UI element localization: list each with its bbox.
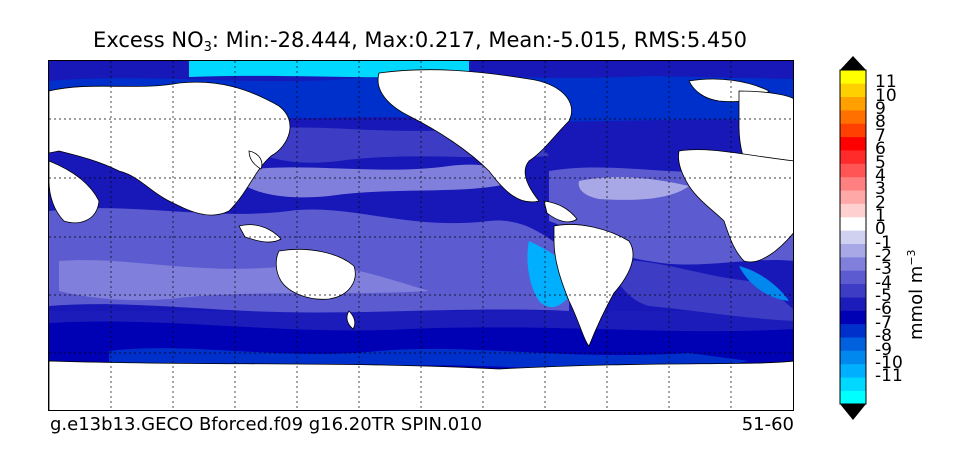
colorbar-tick-label: 9: [875, 99, 886, 120]
colorbar-frame: [839, 69, 867, 405]
colorbar-segment: [840, 83, 866, 98]
colorbar-tick-label: 0: [875, 219, 886, 240]
land-japan: [248, 150, 263, 170]
colorbar-segment: [840, 176, 866, 191]
land-north-america: [377, 69, 572, 203]
colorbar-segment: [840, 297, 866, 311]
colorbar-segment: [840, 123, 866, 138]
colorbar-tick-label: -6: [875, 299, 892, 320]
map-svg: [49, 61, 793, 410]
unit-exponent: −3: [905, 249, 918, 266]
colorbar-tick-label: 8: [875, 112, 886, 133]
plot-title: Excess NO3: Min:-28.444, Max:0.217, Mean…: [20, 28, 820, 55]
land-south-america: [553, 224, 634, 347]
colorbar-tick-label: 4: [875, 165, 886, 186]
colorbar-segment: [840, 230, 866, 244]
colorbar-tick-label: -5: [875, 286, 892, 307]
land-new-zealand: [346, 310, 356, 330]
land-indonesia: [238, 224, 282, 243]
north-atlantic-light: [578, 177, 689, 200]
colorbar-segment: [840, 363, 866, 378]
land-antarctica: [49, 360, 793, 410]
land-central-america: [543, 200, 578, 223]
colorbar-over-arrow: [840, 56, 866, 70]
colorbar-tick-label: -9: [875, 339, 892, 360]
colorbar-tick-label: -1: [875, 232, 892, 253]
colorbar-tick-label: -4: [875, 272, 892, 293]
colorbar-tick-label: 5: [875, 152, 886, 173]
colorbar-tick-label: -11: [875, 366, 903, 387]
period-label: 51-60: [741, 414, 794, 435]
land-australia: [275, 248, 356, 300]
colorbar-tick-label: 3: [875, 179, 886, 200]
colorbar-segment: [840, 323, 866, 338]
colorbar-tick-label: 10: [875, 85, 897, 106]
colorbar-tick-label: 7: [875, 125, 886, 146]
colorbar-segment: [840, 390, 866, 405]
colorbar-segment: [840, 190, 866, 204]
world-map: [48, 60, 794, 411]
colorbar-under-arrow: [840, 404, 866, 420]
colorbar-tick-label: 2: [875, 192, 886, 213]
title-subscript: 3: [203, 40, 212, 55]
colorbar-segment: [840, 310, 866, 325]
colorbar-segment: [840, 96, 866, 111]
colorbar-tick-label: -3: [875, 259, 892, 280]
colorbar-segment: [840, 283, 866, 298]
south-atlantic-band: [609, 260, 793, 321]
colorbar-segment: [840, 70, 866, 84]
colorbar-tick-label: -7: [875, 312, 892, 333]
colorbar-segment: [840, 150, 866, 164]
colorbar-segment: [840, 257, 866, 271]
colorbar-segment: [840, 216, 866, 231]
graticule: [49, 61, 793, 410]
title-stats: : Min:-28.444, Max:0.217, Mean:-5.015, R…: [211, 28, 747, 52]
colorbar-tick-label: 1: [875, 205, 886, 226]
colorbar-tick-label: -2: [875, 246, 892, 267]
colorbar: [839, 56, 867, 420]
colorbar-unit: mmol m−3: [905, 249, 927, 340]
colorbar-segment: [840, 136, 866, 151]
colorbar-segment: [840, 163, 866, 178]
unit-base: mmol m: [906, 265, 927, 340]
colorbar-tick-label: 6: [875, 139, 886, 160]
land-middle-east: [49, 160, 100, 224]
colorbar-segment: [840, 203, 866, 218]
title-prefix: Excess NO: [93, 28, 204, 52]
colorbar-segment: [840, 270, 866, 285]
colorbar-segment: [840, 110, 866, 124]
colorbar-segment: [840, 243, 866, 258]
colorbar-tick-label: -8: [875, 326, 892, 347]
colorbar-segment: [840, 337, 866, 351]
colorbar-tick-label: 11: [875, 72, 897, 93]
benguela-feature: [739, 266, 789, 301]
north-pacific-light: [239, 164, 519, 198]
colorbar-tick-label: -10: [875, 352, 903, 373]
run-label: g.e13b13.GECO Bforced.f09 g16.20TR SPIN.…: [50, 414, 483, 435]
colorbar-segment: [840, 377, 866, 391]
colorbar-segment: [840, 350, 866, 365]
